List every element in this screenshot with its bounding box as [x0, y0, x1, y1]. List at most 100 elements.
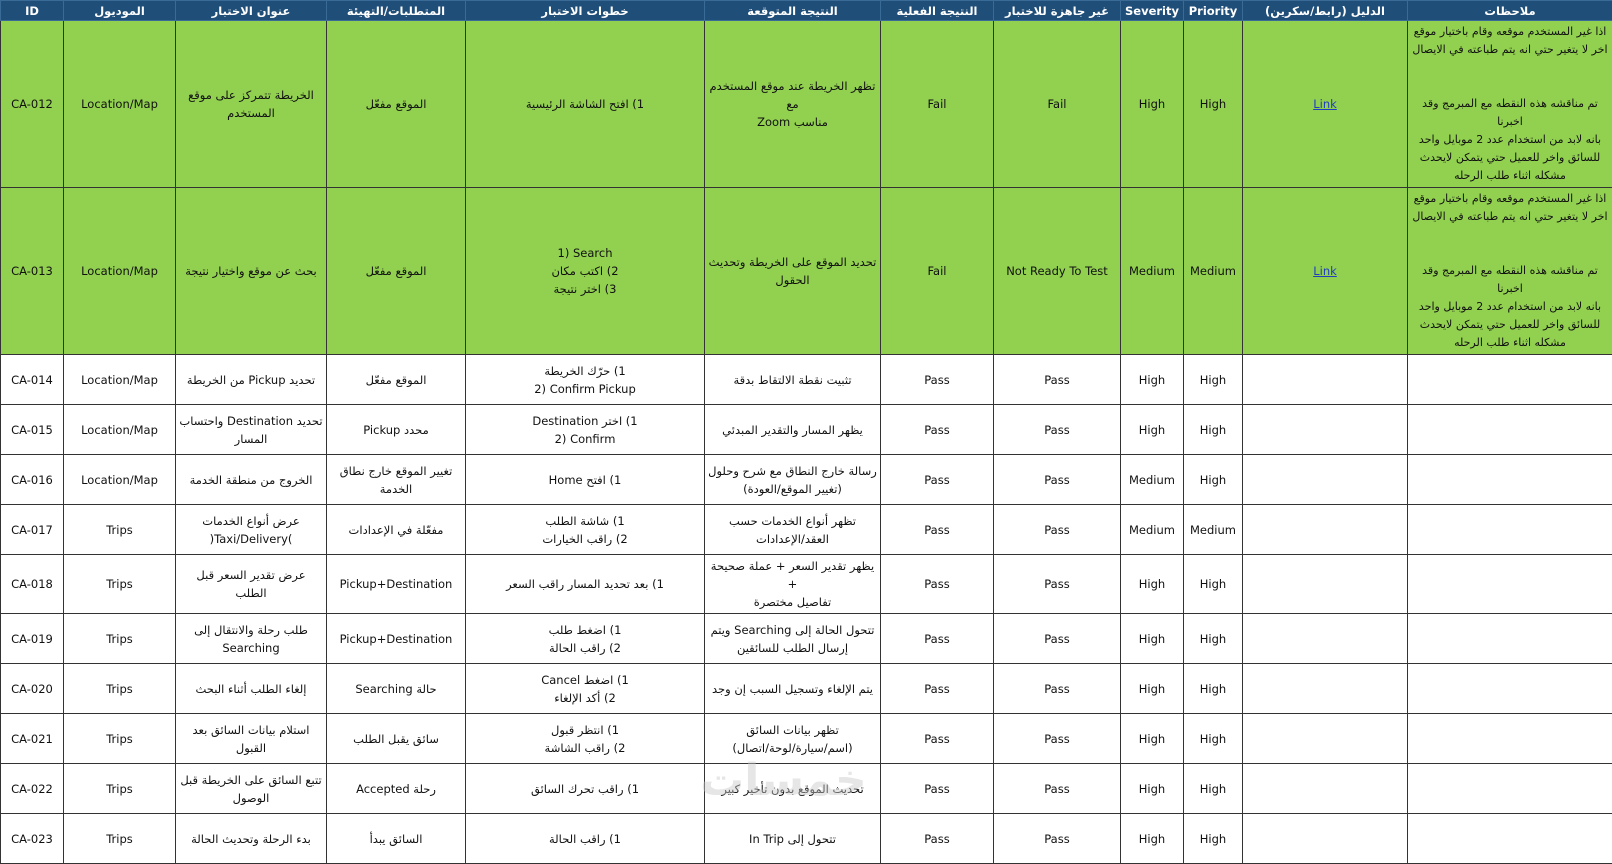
cell-steps[interactable]: 1) افتح Home: [466, 455, 705, 505]
cell-severity[interactable]: High: [1121, 714, 1184, 764]
cell-notes[interactable]: [1408, 664, 1612, 714]
cell-notes[interactable]: [1408, 405, 1612, 455]
cell-module[interactable]: Location/Map: [64, 188, 176, 355]
cell-actual[interactable]: Pass: [881, 714, 994, 764]
cell-evidence[interactable]: [1243, 455, 1408, 505]
cell-expected[interactable]: يظهر المسار والتقدير المبدئي: [705, 405, 881, 455]
cell-pre[interactable]: مفعّلة في الإعدادات: [327, 505, 466, 555]
cell-not-ready[interactable]: Pass: [994, 405, 1121, 455]
cell-expected[interactable]: تظهر الخريطة عند موقع المستخدم مع Zoom م…: [705, 21, 881, 188]
cell-pre[interactable]: Pickup+Destination: [327, 614, 466, 664]
cell-priority[interactable]: High: [1184, 355, 1243, 405]
cell-module[interactable]: Trips: [64, 555, 176, 614]
cell-not-ready[interactable]: Pass: [994, 614, 1121, 664]
cell-title[interactable]: طلب رحلة والانتقال إلى Searching: [176, 614, 327, 664]
cell-expected[interactable]: يظهر تقدير السعر + عملة صحيحة + تفاصيل م…: [705, 555, 881, 614]
cell-steps[interactable]: 1) راقب تحرك السائق: [466, 764, 705, 814]
evidence-link[interactable]: Link: [1313, 264, 1337, 278]
cell-priority[interactable]: High: [1184, 455, 1243, 505]
cell-title[interactable]: عرض أنواع الخدمات (Taxi/Delivery): [176, 505, 327, 555]
cell-steps[interactable]: 1) راقب الحالة: [466, 814, 705, 864]
cell-steps[interactable]: 1) Search 2) اكتب مكان 3) اختر نتيجة: [466, 188, 705, 355]
cell-id[interactable]: CA-023: [1, 814, 64, 864]
cell-priority[interactable]: High: [1184, 405, 1243, 455]
cell-priority[interactable]: High: [1184, 555, 1243, 614]
cell-actual[interactable]: Pass: [881, 455, 994, 505]
cell-steps[interactable]: 1) اضغط Cancel 2) أكد الإلغاء: [466, 664, 705, 714]
evidence-link[interactable]: Link: [1313, 97, 1337, 111]
cell-title[interactable]: عرض تقدير السعر قبل الطلب: [176, 555, 327, 614]
cell-id[interactable]: CA-017: [1, 505, 64, 555]
cell-evidence[interactable]: [1243, 555, 1408, 614]
cell-expected[interactable]: تحديد الموقع على الخريطة وتحديث الحقول: [705, 188, 881, 355]
cell-not-ready[interactable]: Pass: [994, 555, 1121, 614]
cell-expected[interactable]: رسالة خارج النطاق مع شرح وحلول (تغيير ال…: [705, 455, 881, 505]
cell-priority[interactable]: High: [1184, 814, 1243, 864]
cell-notes[interactable]: [1408, 555, 1612, 614]
cell-actual[interactable]: Pass: [881, 814, 994, 864]
cell-steps[interactable]: 1) بعد تحديد المسار راقب السعر: [466, 555, 705, 614]
cell-not-ready[interactable]: Pass: [994, 814, 1121, 864]
cell-id[interactable]: CA-016: [1, 455, 64, 505]
cell-severity[interactable]: High: [1121, 814, 1184, 864]
cell-expected[interactable]: يتم الإلغاء وتسجيل السبب إن وجد: [705, 664, 881, 714]
cell-severity[interactable]: High: [1121, 664, 1184, 714]
cell-priority[interactable]: Medium: [1184, 188, 1243, 355]
cell-priority[interactable]: High: [1184, 664, 1243, 714]
cell-not-ready[interactable]: Pass: [994, 355, 1121, 405]
cell-title[interactable]: تحديد Destination واحتساب المسار: [176, 405, 327, 455]
cell-actual[interactable]: Pass: [881, 555, 994, 614]
cell-priority[interactable]: High: [1184, 614, 1243, 664]
cell-severity[interactable]: High: [1121, 405, 1184, 455]
cell-notes[interactable]: [1408, 614, 1612, 664]
cell-notes[interactable]: [1408, 355, 1612, 405]
cell-not-ready[interactable]: Pass: [994, 664, 1121, 714]
cell-notes[interactable]: [1408, 455, 1612, 505]
cell-title[interactable]: الخريطة تتمركز على موقع المستخدم: [176, 21, 327, 188]
cell-module[interactable]: Trips: [64, 814, 176, 864]
cell-steps[interactable]: 1) افتح الشاشة الرئيسية: [466, 21, 705, 188]
cell-actual[interactable]: Pass: [881, 405, 994, 455]
cell-notes[interactable]: اذا غير المستخدم موقعه وقام باختيار موقع…: [1408, 21, 1612, 188]
cell-pre[interactable]: سائق يقبل الطلب: [327, 714, 466, 764]
cell-evidence[interactable]: [1243, 764, 1408, 814]
cell-pre[interactable]: السائق يبدأ: [327, 814, 466, 864]
cell-actual[interactable]: Pass: [881, 614, 994, 664]
cell-title[interactable]: بدء الرحلة وتحديث الحالة: [176, 814, 327, 864]
cell-id[interactable]: CA-015: [1, 405, 64, 455]
cell-id[interactable]: CA-014: [1, 355, 64, 405]
cell-id[interactable]: CA-022: [1, 764, 64, 814]
cell-title[interactable]: تحديد Pickup من الخريطة: [176, 355, 327, 405]
cell-priority[interactable]: Medium: [1184, 505, 1243, 555]
cell-module[interactable]: Location/Map: [64, 21, 176, 188]
cell-module[interactable]: Location/Map: [64, 455, 176, 505]
cell-id[interactable]: CA-013: [1, 188, 64, 355]
cell-steps[interactable]: 1) انتظر قبول 2) راقب الشاشة: [466, 714, 705, 764]
cell-pre[interactable]: رحلة Accepted: [327, 764, 466, 814]
cell-severity[interactable]: High: [1121, 614, 1184, 664]
cell-pre[interactable]: Pickup+Destination: [327, 555, 466, 614]
cell-evidence[interactable]: Link: [1243, 188, 1408, 355]
cell-expected[interactable]: تتحول إلى In Trip: [705, 814, 881, 864]
cell-evidence[interactable]: [1243, 355, 1408, 405]
cell-id[interactable]: CA-021: [1, 714, 64, 764]
cell-not-ready[interactable]: Pass: [994, 764, 1121, 814]
cell-id[interactable]: CA-012: [1, 21, 64, 188]
cell-module[interactable]: Trips: [64, 614, 176, 664]
cell-expected[interactable]: تظهر بيانات السائق (اسم/سيارة/لوحة/اتصال…: [705, 714, 881, 764]
cell-actual[interactable]: Fail: [881, 21, 994, 188]
cell-module[interactable]: Location/Map: [64, 405, 176, 455]
cell-severity[interactable]: High: [1121, 21, 1184, 188]
cell-not-ready[interactable]: Not Ready To Test: [994, 188, 1121, 355]
cell-module[interactable]: Location/Map: [64, 355, 176, 405]
cell-actual[interactable]: Pass: [881, 664, 994, 714]
cell-id[interactable]: CA-020: [1, 664, 64, 714]
cell-not-ready[interactable]: Pass: [994, 505, 1121, 555]
cell-title[interactable]: الخروج من منطقة الخدمة: [176, 455, 327, 505]
cell-not-ready[interactable]: Fail: [994, 21, 1121, 188]
cell-steps[interactable]: 1) اختر Destination 2) Confirm: [466, 405, 705, 455]
cell-actual[interactable]: Pass: [881, 355, 994, 405]
cell-pre[interactable]: الموقع مفعّل: [327, 21, 466, 188]
cell-title[interactable]: تتبع السائق على الخريطة قبل الوصول: [176, 764, 327, 814]
cell-priority[interactable]: High: [1184, 714, 1243, 764]
